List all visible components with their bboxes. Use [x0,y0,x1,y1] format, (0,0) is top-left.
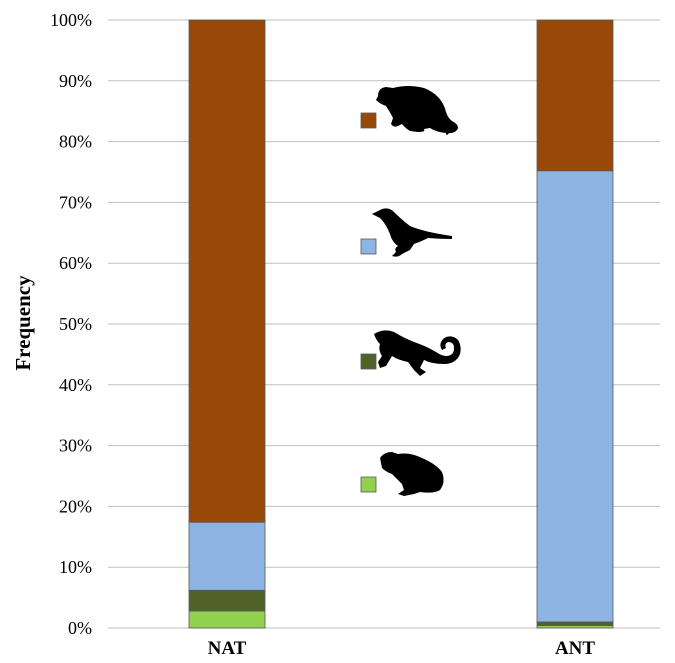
bar-segment-nat-rodent [188,19,266,523]
bars [188,19,614,629]
x-axis-categories: NAT ANT [208,638,596,659]
legend-swatch-bird [360,238,377,255]
legend-swatch-frog [360,476,377,493]
legend-swatch-rodent [360,112,377,129]
y-tick-label: 0% [68,618,92,638]
bar-segment-nat-bird [188,521,266,591]
legend [360,86,461,496]
bar-segment-ant-rodent [536,19,614,172]
y-tick-label: 40% [59,375,92,395]
y-tick-label: 70% [59,192,92,212]
rodent-icon [376,86,458,135]
bar-segment-ant-lizard [536,621,614,626]
y-tick-label: 90% [59,71,92,91]
bar-segment-nat-frog [188,610,266,629]
lizard-icon [374,330,461,376]
y-tick-label: 100% [50,10,92,30]
x-category-label: NAT [208,638,247,659]
y-tick-label: 10% [59,557,92,577]
bar-segment-nat-lizard [188,589,266,612]
y-tick-label: 60% [59,253,92,273]
y-tick-label: 50% [59,314,92,334]
y-tick-label: 80% [59,132,92,152]
y-axis-title: Frequency [11,275,35,371]
y-tick-label: 20% [59,496,92,516]
y-axis-ticks: 0% 10% 20% 30% 40% 50% 60% 70% 80% 90% 100% [50,10,92,638]
bar-segment-ant-bird [536,170,614,623]
legend-swatch-lizard [360,353,377,370]
y-tick-label: 30% [59,436,92,456]
bird-icon [372,208,452,257]
x-category-label: ANT [555,638,595,659]
frog-icon [380,452,444,496]
